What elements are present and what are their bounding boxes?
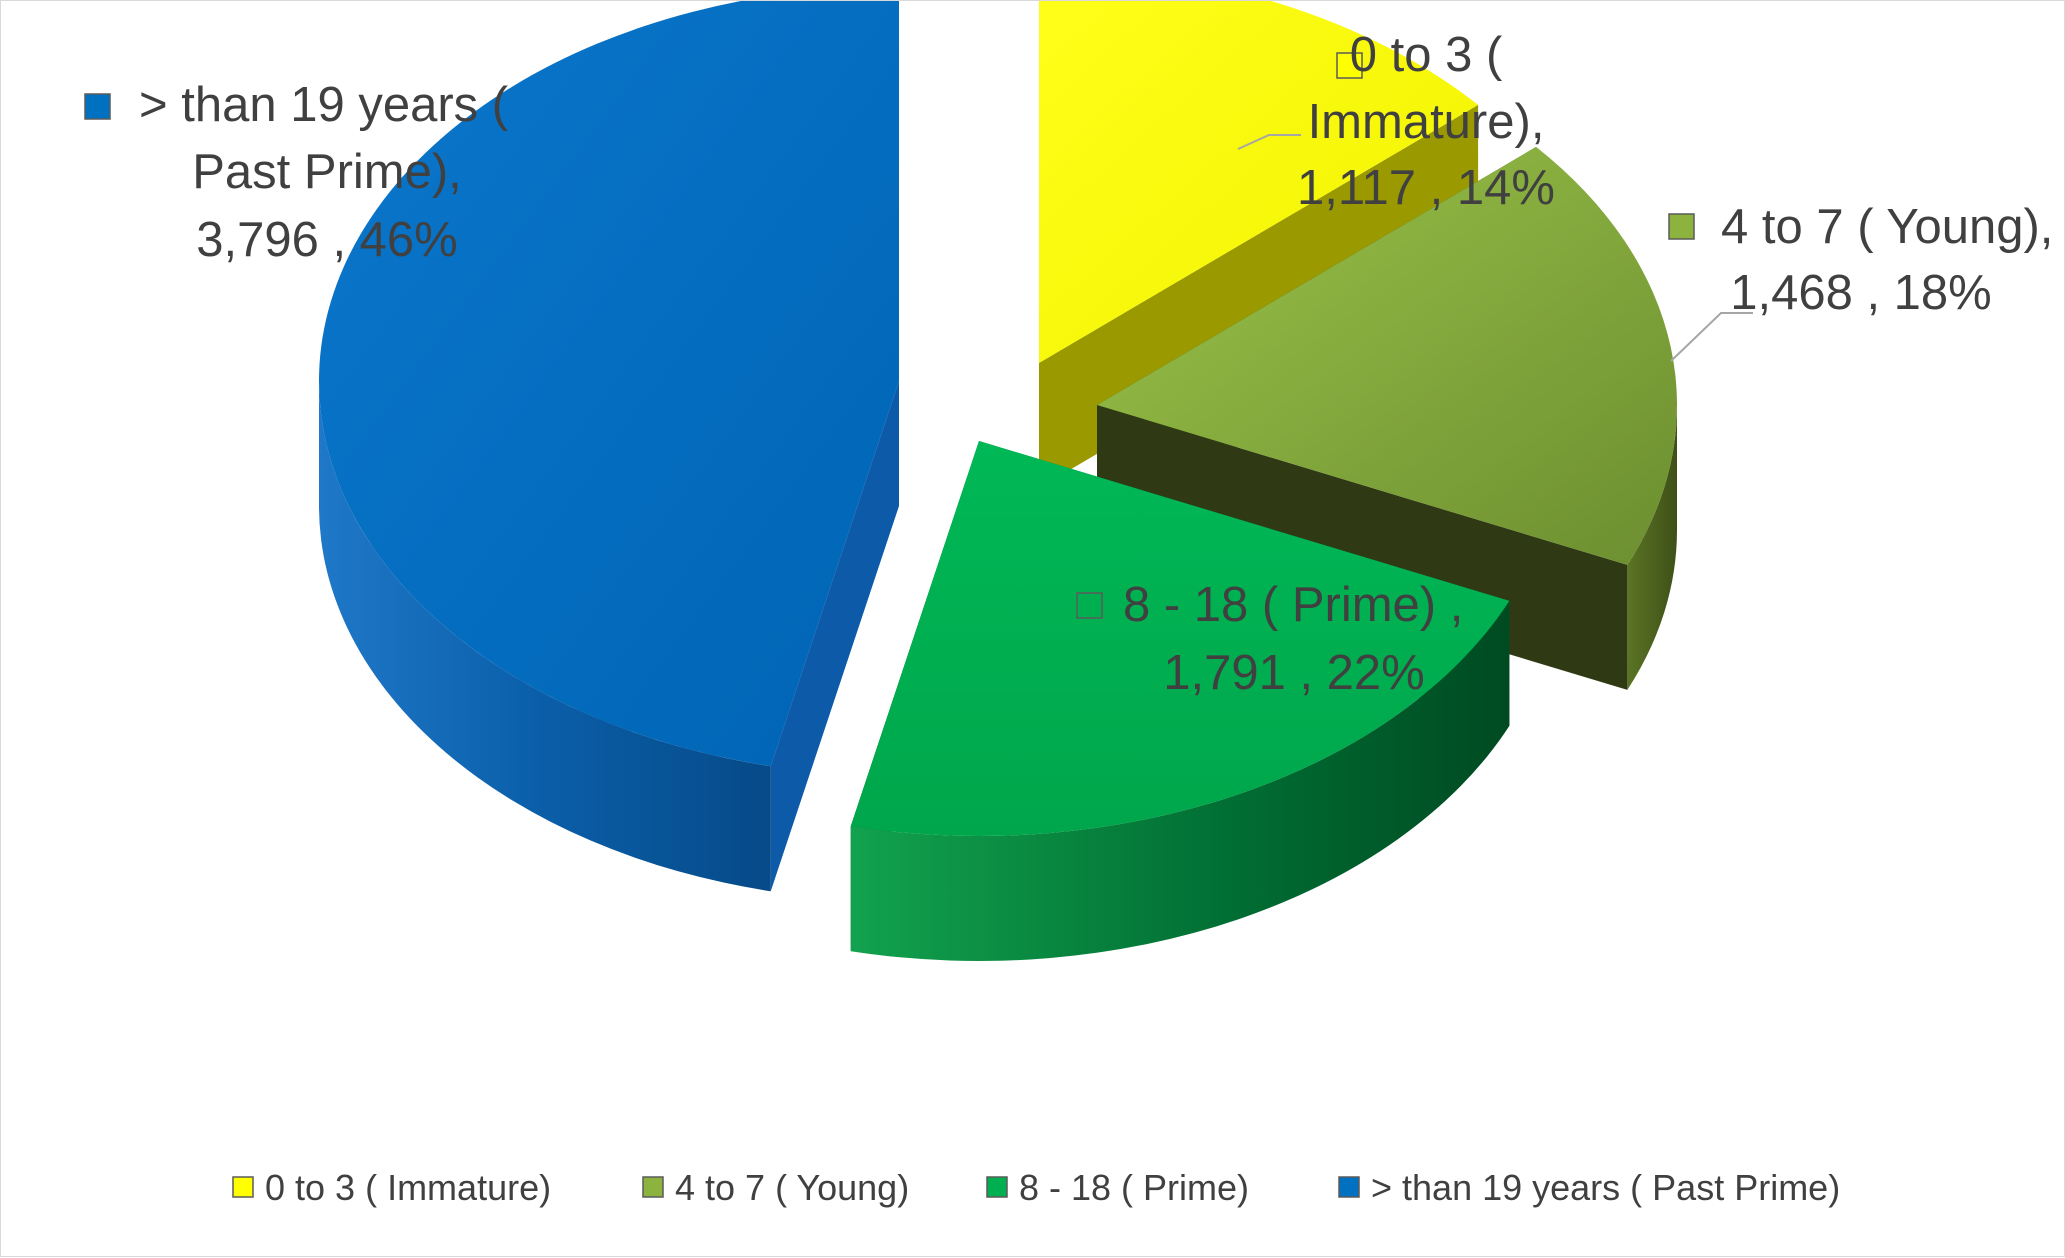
legend-label: > than 19 years ( Past Prime) [1371,1167,1840,1208]
pie-slice-8-18-prime [850,441,1510,962]
legend-swatch [232,1176,254,1198]
pie-slice-top [319,1,899,767]
pie-slice-top [850,441,1510,836]
data-label-line: 0 to 3 ( [1350,28,1503,82]
data-label-key-swatch [1076,592,1103,619]
legend-item-8-18-prime: 8 - 18 ( Prime) [986,1167,1249,1208]
data-label-than-19-years-past-prime: > than 19 years ( Past Prime), 3,796 , 46% [84,78,509,267]
data-label-line: > than 19 years ( [139,78,509,132]
legend-label: 0 to 3 ( Immature) [265,1167,551,1208]
data-label-line: 1,117 , 14% [1297,161,1555,215]
data-label-0-to-3-immature: 0 to 3 ( Immature), 1,117 , 14% [1297,28,1555,215]
data-label-8-18-prime: 8 - 18 ( Prime) , 1,791 , 22% [1076,578,1463,700]
leader-line-immature [1237,134,1301,150]
pie-slice-wall [770,381,899,892]
legend-label: 8 - 18 ( Prime) [1019,1167,1249,1208]
data-label-line: 1,791 , 22% [1163,646,1425,700]
data-label-line: Past Prime), [192,145,462,199]
legend-label: 4 to 7 ( Young) [675,1167,909,1208]
legend-item-0-to-3-immature: 0 to 3 ( Immature) [232,1167,551,1208]
pie-slice-than-19-years-past-prime [319,1,899,892]
legend-item-than-19-years-past-prime: > than 19 years ( Past Prime) [1338,1167,1840,1208]
legend-swatch [642,1176,664,1198]
data-label-line: Immature), [1308,95,1545,149]
data-label-key-swatch [84,93,111,120]
data-label-line: 3,796 , 46% [196,213,458,267]
leader-line-young [1670,312,1753,362]
pie-slice-top [1097,146,1677,565]
legend-swatch [1338,1176,1360,1198]
pie-slice-top [1039,1,1479,363]
pie-slice-rim [850,600,1510,962]
data-label-key-swatch [1336,52,1363,79]
legend-swatch [986,1176,1008,1198]
data-label-line: 4 to 7 ( Young), [1721,200,2053,254]
data-label-line: 8 - 18 ( Prime) , [1123,578,1463,632]
legend-item-4-to-7-young: 4 to 7 ( Young) [642,1167,909,1208]
pie-slice-rim [1627,405,1677,690]
pie-slice-rim [319,381,771,892]
data-label-line: 1,468 , 18% [1730,266,1992,320]
data-label-4-to-7-young: 4 to 7 ( Young), 1,468 , 18% [1668,200,2053,320]
data-label-key-swatch [1668,213,1695,240]
